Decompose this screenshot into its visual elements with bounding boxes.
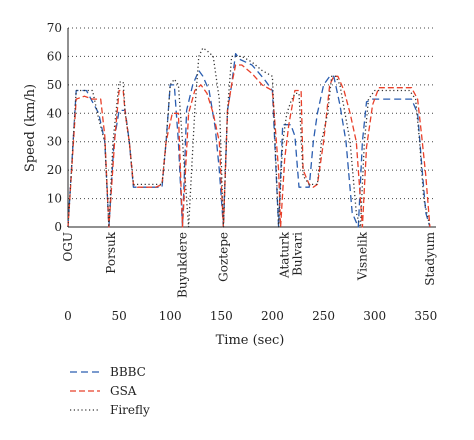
legend-label: Firefly bbox=[110, 403, 150, 417]
y-axis-label: Speed (km/h) bbox=[23, 84, 38, 172]
y-tick-label: 40 bbox=[47, 106, 62, 120]
stop-label: Bulvari bbox=[291, 232, 305, 276]
y-tick-label: 10 bbox=[47, 192, 62, 206]
legend-label: BBBC bbox=[110, 365, 146, 379]
series-line-gsa bbox=[67, 64, 431, 228]
legend-label: GSA bbox=[110, 384, 137, 398]
y-tick-label: 30 bbox=[47, 135, 62, 149]
stop-label: Ataturk bbox=[278, 231, 292, 279]
x-axis-label: Time (sec) bbox=[216, 333, 285, 348]
stop-label: Goztepe bbox=[216, 232, 230, 282]
stop-label: Stadyum bbox=[423, 231, 437, 285]
x-tick-label: 50 bbox=[111, 309, 126, 323]
series-line-bbbc bbox=[67, 52, 431, 228]
x-tick-label: 200 bbox=[261, 309, 284, 323]
stop-label: OGU bbox=[61, 232, 75, 262]
x-tick-label: 150 bbox=[210, 309, 233, 323]
stop-label: Porsuk bbox=[104, 231, 118, 273]
series-line-firefly bbox=[67, 47, 431, 228]
legend: BBBC GSA Firefly bbox=[70, 365, 150, 417]
y-tick-label: 70 bbox=[47, 21, 62, 35]
y-tick-labels: 0 10 20 30 40 50 60 70 bbox=[47, 21, 62, 234]
stop-labels: OGU Porsuk Buyukdere Goztepe Ataturk Bulvari V… bbox=[61, 231, 437, 298]
stop-label: Visnelik bbox=[355, 231, 369, 281]
y-tick-label: 0 bbox=[54, 220, 62, 234]
axes bbox=[67, 28, 436, 228]
y-tick-label: 50 bbox=[47, 78, 62, 92]
y-tick-label: 60 bbox=[47, 49, 62, 63]
x-tick-label: 300 bbox=[363, 309, 386, 323]
x-tick-label: 250 bbox=[312, 309, 335, 323]
grid-lines bbox=[68, 27, 436, 200]
x-tick-label: 350 bbox=[414, 309, 437, 323]
y-tick-label: 20 bbox=[47, 163, 62, 177]
plot-area bbox=[67, 47, 431, 228]
stop-label: Buyukdere bbox=[175, 232, 189, 298]
x-tick-label: 100 bbox=[159, 309, 182, 323]
x-tick-labels: 0 50 100 150 200 250 300 350 bbox=[64, 309, 437, 323]
x-tick-label: 0 bbox=[64, 309, 72, 323]
